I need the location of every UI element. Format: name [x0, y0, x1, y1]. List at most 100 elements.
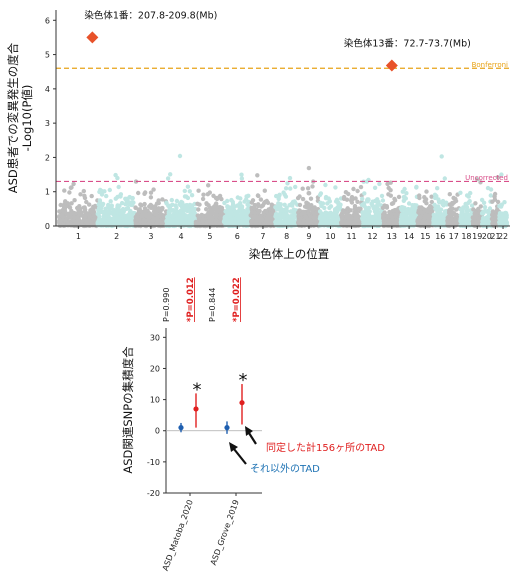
snp-point — [100, 203, 105, 208]
snp-point — [466, 194, 471, 199]
snp-point — [308, 214, 313, 219]
snp-point — [113, 216, 119, 221]
snp-point — [262, 188, 267, 193]
snp-point — [174, 198, 180, 204]
snp-point — [206, 203, 211, 208]
snp-point — [160, 213, 165, 218]
snp-point — [300, 186, 305, 191]
snp-point — [180, 203, 185, 209]
p-value-tad: *P=0.012 — [186, 277, 196, 322]
chromosome-tick-label: 16 — [435, 232, 445, 241]
manhattan-points — [57, 153, 510, 229]
snp-point — [183, 213, 189, 218]
snp-point — [256, 202, 261, 207]
enrichment-points: * * — [178, 370, 248, 434]
snp-point — [58, 202, 63, 208]
snp-point — [499, 172, 504, 177]
snp-point — [372, 215, 377, 220]
y-tick-label: 20 — [150, 364, 160, 373]
snp-point — [339, 219, 345, 225]
snp-point — [244, 220, 250, 225]
snp-point — [72, 198, 77, 203]
threshold-label-bonferroni: Bonferroni — [472, 61, 508, 69]
snp-point — [81, 188, 87, 194]
snp-point — [115, 175, 120, 181]
snp-point — [177, 153, 183, 159]
snp-point — [214, 208, 219, 213]
highlight-label: 染色体13番：72.7-73.7(Mb) — [344, 38, 471, 50]
snp-point — [78, 192, 83, 197]
snp-point — [219, 196, 224, 202]
snp-point — [218, 216, 224, 221]
snp-point — [392, 196, 397, 202]
snp-point — [182, 188, 187, 194]
snp-point — [336, 204, 342, 209]
snp-point — [171, 214, 176, 219]
snp-point — [287, 175, 293, 181]
snp-point — [435, 186, 440, 191]
snp-point — [156, 206, 161, 211]
manhattan-y-axis-title: ASD患者での変異発生の度合-Log10(P値) — [6, 42, 34, 193]
snp-point — [321, 222, 327, 228]
snp-point — [312, 216, 317, 222]
snp-point — [355, 222, 360, 227]
snp-point — [242, 199, 247, 204]
snp-point — [213, 220, 219, 225]
snp-point — [108, 199, 113, 204]
snp-point — [355, 188, 360, 194]
snp-point — [71, 181, 76, 187]
snp-point — [67, 190, 72, 195]
snp-point — [218, 212, 223, 217]
y-tick-label: 3 — [45, 119, 50, 128]
snp-point — [500, 220, 505, 225]
snp-point — [283, 194, 289, 199]
snp-point — [493, 215, 498, 220]
snp-point — [407, 221, 412, 227]
chromosome-tick-label: 18 — [461, 232, 471, 241]
p-value-other: P=0.990 — [162, 288, 171, 322]
snp-point — [249, 223, 254, 228]
snp-point — [276, 196, 281, 202]
snp-point — [464, 215, 469, 220]
snp-point — [388, 213, 394, 218]
snp-point — [256, 193, 261, 199]
snp-point — [384, 214, 390, 219]
snp-point — [367, 209, 372, 214]
snp-point — [495, 199, 501, 205]
snp-point — [306, 165, 312, 171]
snp-point — [196, 217, 202, 222]
snp-point — [166, 219, 171, 224]
mean-point — [193, 406, 199, 412]
chromosome-tick-label: 2 — [114, 232, 119, 241]
snp-point — [416, 221, 422, 226]
snp-point — [421, 218, 426, 223]
snp-point — [217, 206, 223, 211]
snp-point — [107, 187, 113, 193]
snp-point — [193, 221, 199, 226]
snp-point — [244, 194, 249, 199]
legend-arrow-other — [229, 442, 247, 465]
snp-point — [185, 195, 191, 201]
snp-point — [116, 184, 121, 190]
snp-point — [282, 202, 287, 207]
snp-point — [262, 200, 267, 206]
snp-point — [204, 207, 209, 212]
snp-point — [371, 206, 376, 211]
snp-point — [340, 214, 345, 219]
manhattan-x-axis-title: 染色体上の位置 — [249, 247, 330, 261]
snp-point — [346, 220, 351, 225]
chromosome-tick-label: 8 — [284, 232, 289, 241]
threshold-label-uncorrected: Uncorrected — [465, 174, 508, 182]
snp-point — [301, 209, 306, 215]
snp-point — [148, 190, 154, 195]
snp-point — [222, 200, 227, 206]
snp-point — [244, 215, 249, 220]
snp-point — [333, 219, 338, 224]
highlight-label: 染色体1番：207.8-209.8(Mb) — [84, 9, 217, 21]
snp-point — [224, 214, 229, 219]
snp-point — [417, 195, 422, 201]
p-value-other: P=0.844 — [208, 288, 217, 322]
snp-point — [105, 209, 110, 215]
snp-point — [482, 219, 487, 224]
